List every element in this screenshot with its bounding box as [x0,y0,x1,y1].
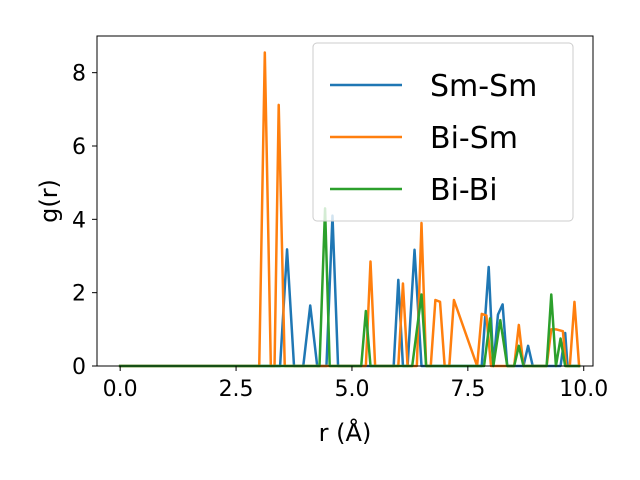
x-tick-label: 0.0 [103,377,138,402]
x-tick-label: 5.0 [334,377,369,402]
y-axis-label: g(r) [35,179,63,223]
legend-label-1: Bi-Sm [430,121,518,156]
x-axis-label: r (Å) [319,418,372,447]
legend-label-2: Bi-Bi [430,173,498,208]
plot-frame [96,35,594,367]
x-tick-label: 2.5 [219,377,254,402]
series-line-0 [118,214,581,368]
y-tick-label: 2 [72,282,86,307]
x-tick-label: 10.0 [559,377,608,402]
legend-box [312,42,574,222]
y-tick-label: 4 [72,208,86,233]
y-tick-label: 0 [72,355,86,380]
legend: Sm-Sm Bi-Sm Bi-Bi [312,42,574,222]
x-axis-ticks: 0.0 2.5 5.0 7.5 10.0 [103,366,608,402]
y-tick-label: 6 [72,135,86,160]
legend-label-0: Sm-Sm [430,69,537,104]
series-line-2 [118,207,581,368]
x-tick-label: 7.5 [450,377,485,402]
y-tick-label: 8 [72,62,86,87]
y-axis-ticks: 0 2 4 6 8 [72,62,97,380]
